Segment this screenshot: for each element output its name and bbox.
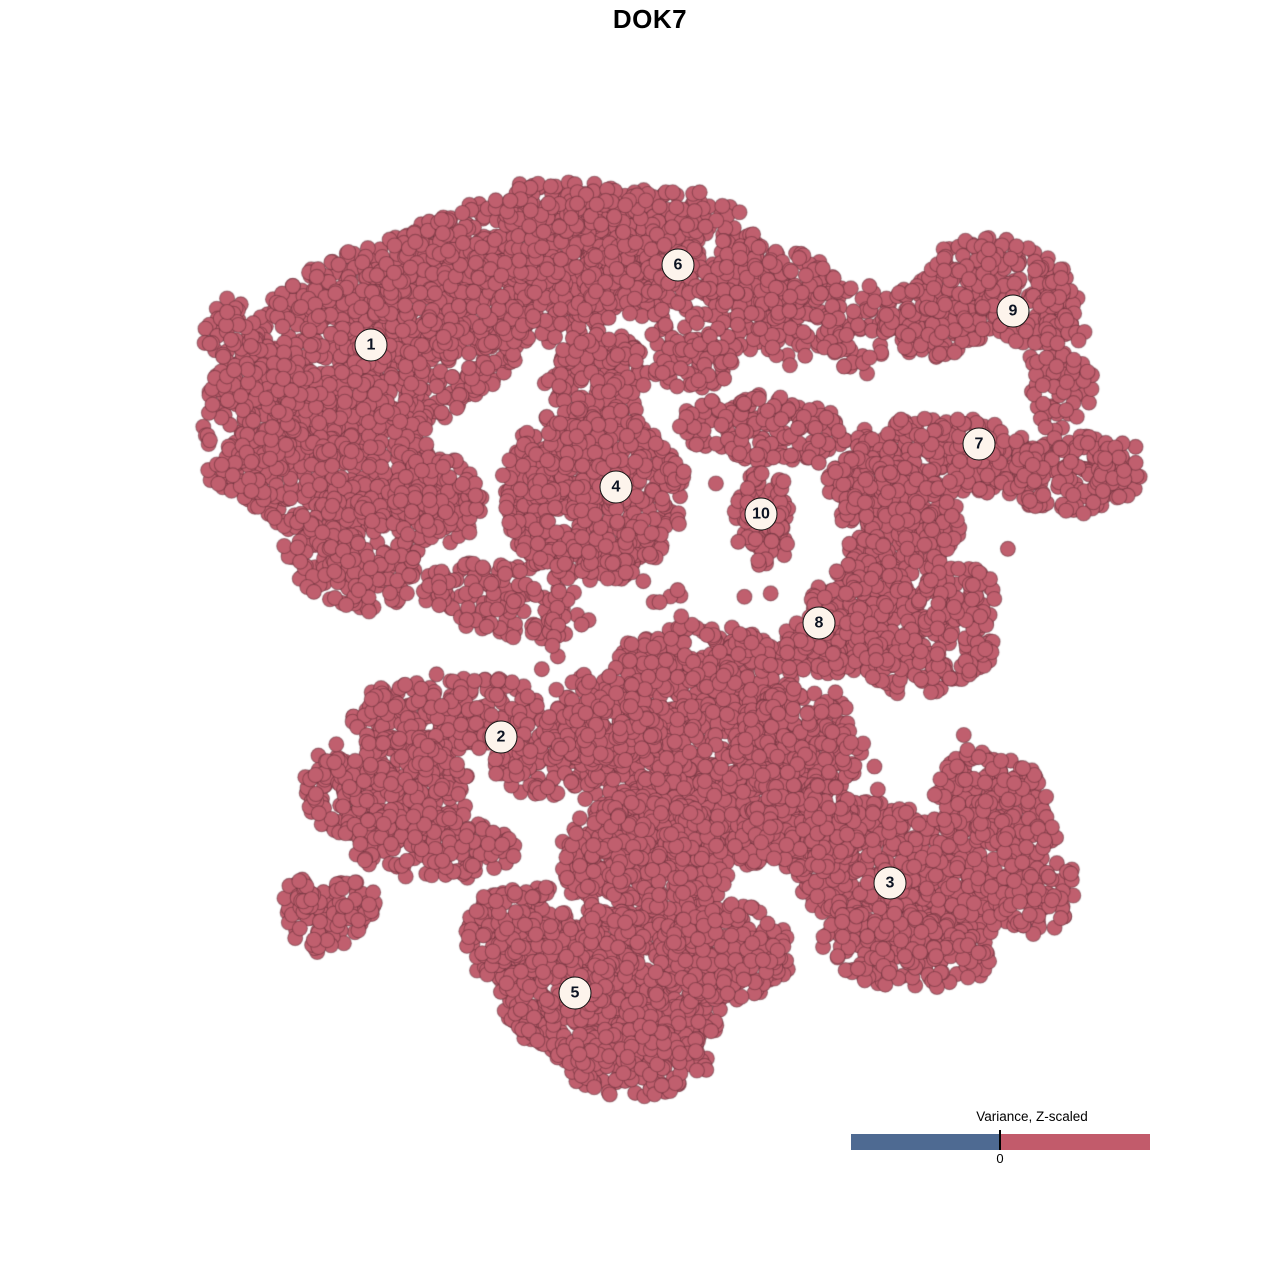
- cluster-label-1[interactable]: 1: [354, 328, 388, 362]
- cluster-label-9[interactable]: 9: [996, 294, 1030, 328]
- cluster-label-7[interactable]: 7: [962, 427, 996, 461]
- cluster-label-10[interactable]: 10: [744, 497, 778, 531]
- cluster-label-3[interactable]: 3: [873, 866, 907, 900]
- plot-title: DOK7: [612, 4, 688, 34]
- cluster-label-8[interactable]: 8: [802, 606, 836, 640]
- cluster-label-2[interactable]: 2: [484, 720, 518, 754]
- cluster-label-4[interactable]: 4: [599, 470, 633, 504]
- cluster-label-6[interactable]: 6: [661, 248, 695, 282]
- cluster-label-5[interactable]: 5: [558, 976, 592, 1010]
